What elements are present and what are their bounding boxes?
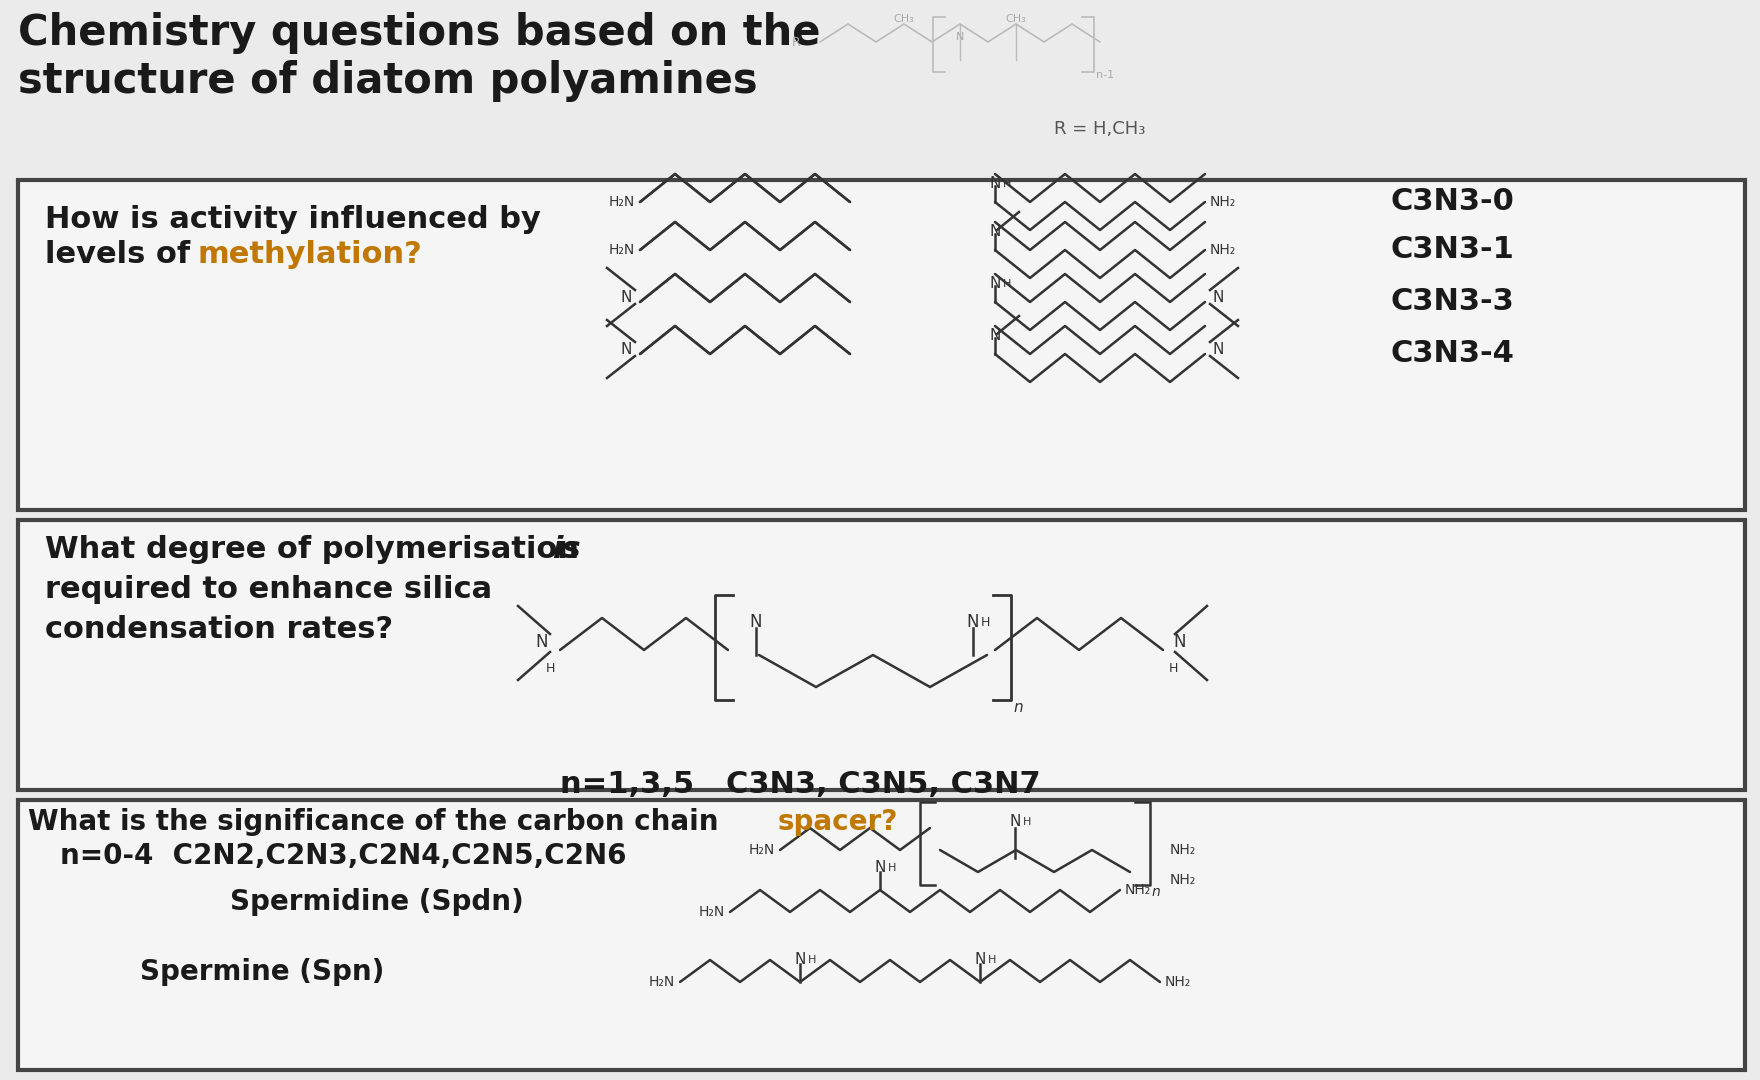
Text: N: N xyxy=(750,613,762,631)
Text: H: H xyxy=(1003,279,1012,289)
Text: methylation?: methylation? xyxy=(197,240,422,269)
Text: NH₂: NH₂ xyxy=(1211,195,1236,210)
Text: n: n xyxy=(1014,700,1023,715)
Text: N: N xyxy=(1172,633,1186,651)
Text: levels of: levels of xyxy=(46,240,201,269)
Text: N: N xyxy=(989,225,1001,240)
Text: How is activity influenced by: How is activity influenced by xyxy=(46,205,540,234)
Text: N: N xyxy=(621,341,632,356)
Text: NH₂: NH₂ xyxy=(1170,843,1197,858)
Text: N: N xyxy=(966,613,979,631)
Text: N: N xyxy=(1008,814,1021,829)
Text: n=0-4  C2N2,C2N3,C2N4,C2N5,C2N6: n=0-4 C2N2,C2N3,C2N4,C2N5,C2N6 xyxy=(60,842,627,870)
Text: is: is xyxy=(553,535,581,564)
Text: N: N xyxy=(989,276,1001,292)
Text: H₂N: H₂N xyxy=(609,195,635,210)
Text: C3N3-1: C3N3-1 xyxy=(1390,235,1514,265)
Text: N: N xyxy=(875,861,885,876)
Text: Spermidine (Spdn): Spermidine (Spdn) xyxy=(231,888,524,916)
Text: H: H xyxy=(808,955,817,966)
Text: N: N xyxy=(1213,341,1225,356)
Text: N: N xyxy=(989,328,1001,343)
Text: C3N3-0: C3N3-0 xyxy=(1390,188,1514,216)
Text: H: H xyxy=(980,616,991,629)
Text: H₂N: H₂N xyxy=(748,843,774,858)
Text: NH₂: NH₂ xyxy=(1170,873,1197,887)
Text: N: N xyxy=(1213,289,1225,305)
Text: structure of diatom polyamines: structure of diatom polyamines xyxy=(18,60,757,102)
Text: N: N xyxy=(956,32,964,42)
Text: NH₂: NH₂ xyxy=(1125,883,1151,897)
Text: required to enhance silica: required to enhance silica xyxy=(46,575,493,604)
Bar xyxy=(18,519,1744,789)
Text: N: N xyxy=(794,953,806,968)
Text: H: H xyxy=(1023,816,1031,827)
Text: N: N xyxy=(535,633,547,651)
Text: CH₃: CH₃ xyxy=(894,14,915,24)
Text: H₂N: H₂N xyxy=(649,975,676,989)
Bar xyxy=(18,180,1744,510)
Text: H₂N: H₂N xyxy=(699,905,725,919)
Text: H: H xyxy=(1169,661,1177,675)
Text: H: H xyxy=(546,661,554,675)
Text: n-1: n-1 xyxy=(1096,70,1114,80)
Text: NH₂: NH₂ xyxy=(1211,243,1236,257)
Text: C3N3-3: C3N3-3 xyxy=(1390,287,1514,316)
Text: N: N xyxy=(621,289,632,305)
Text: What is the significance of the carbon chain: What is the significance of the carbon c… xyxy=(28,808,729,836)
Text: C3N3-4: C3N3-4 xyxy=(1390,339,1514,368)
Text: Spermine (Spn): Spermine (Spn) xyxy=(141,958,384,986)
Text: Chemistry questions based on the: Chemistry questions based on the xyxy=(18,12,820,54)
Text: spacer?: spacer? xyxy=(778,808,898,836)
Text: N: N xyxy=(975,953,986,968)
Text: condensation rates?: condensation rates? xyxy=(46,615,392,644)
Bar xyxy=(18,800,1744,1070)
Text: NH₂: NH₂ xyxy=(1165,975,1192,989)
Text: What degree of polymerisation: What degree of polymerisation xyxy=(46,535,590,564)
Text: H: H xyxy=(889,863,896,873)
Text: n=1,3,5   C3N3, C3N5, C3N7: n=1,3,5 C3N3, C3N5, C3N7 xyxy=(560,770,1040,799)
Text: CH₃: CH₃ xyxy=(1005,14,1026,24)
Text: H: H xyxy=(987,955,996,966)
Text: H₂N: H₂N xyxy=(609,243,635,257)
Text: n: n xyxy=(1153,885,1162,899)
Text: R = H,CH₃: R = H,CH₃ xyxy=(1054,120,1146,138)
Text: H: H xyxy=(1003,179,1012,189)
Text: N: N xyxy=(989,176,1001,191)
Text: R: R xyxy=(792,36,801,49)
